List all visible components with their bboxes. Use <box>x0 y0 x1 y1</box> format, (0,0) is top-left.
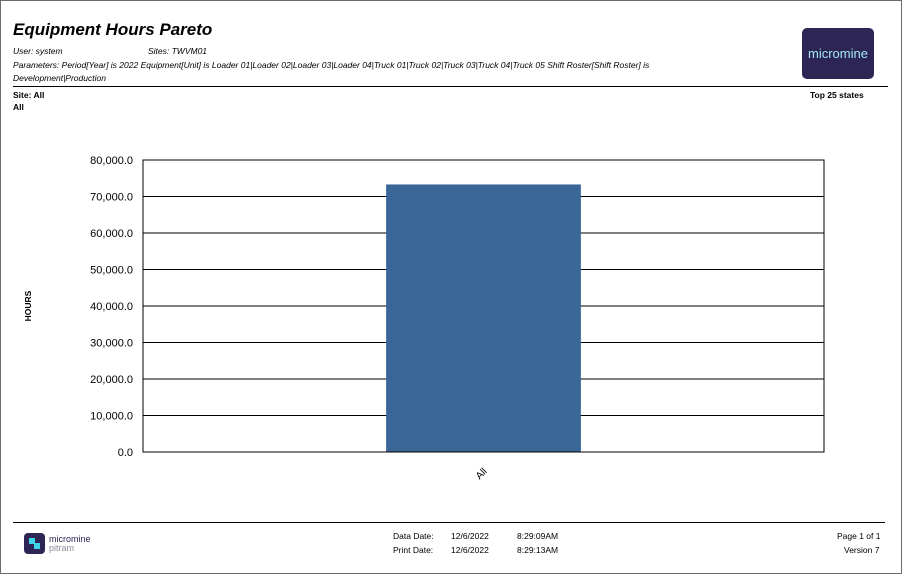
sites-label: Sites: TWVM01 <box>148 46 208 56</box>
data-date-label: Data Date: <box>393 531 434 541</box>
y-tick-labels: 0.0 10,000.0 20,000.0 30,000.0 40,000.0 50,00… <box>90 155 133 459</box>
print-date-label: Print Date: <box>393 545 434 555</box>
y-tick-label: 40,000.0 <box>90 301 133 313</box>
print-date: 12/6/2022 <box>451 545 489 555</box>
data-date: 12/6/2022 <box>451 531 489 541</box>
y-tick-label: 80,000.0 <box>90 155 133 167</box>
parameters-text: Parameters: Period[Year] is 2022 Equipme… <box>13 60 650 83</box>
y-tick-label: 70,000.0 <box>90 192 133 204</box>
hours-bar-chart: 0.0 10,000.0 20,000.0 30,000.0 40,000.0 50,00… <box>23 155 825 482</box>
micromine-logo: micromine <box>802 28 874 79</box>
header-divider <box>13 86 888 87</box>
plot-frame <box>142 159 825 453</box>
logo-text: micromine <box>808 46 868 61</box>
y-tick-label: 20,000.0 <box>90 374 133 386</box>
y-tick-label: 60,000.0 <box>90 228 133 240</box>
y-axis-label: HOURS <box>23 290 33 321</box>
bars <box>386 184 581 452</box>
top-states-label: Top 25 states <box>810 90 864 100</box>
y-tick-label: 0.0 <box>118 447 133 459</box>
bar-all <box>386 184 581 452</box>
y-tick-label: 30,000.0 <box>90 338 133 350</box>
micromine-mark-icon <box>24 533 45 554</box>
site-label: Site: All <box>13 90 45 100</box>
x-tick-label: All <box>474 466 490 482</box>
footer-divider <box>13 522 885 523</box>
y-tick-label: 10,000.0 <box>90 411 133 423</box>
footer-brand-sub: pitram <box>49 542 75 553</box>
version-label: Version 7 <box>844 545 880 555</box>
print-time: 8:29:13AM <box>517 545 559 555</box>
y-tick-label: 50,000.0 <box>90 265 133 277</box>
page-number: Page 1 of 1 <box>837 531 881 541</box>
report-title: Equipment Hours Pareto <box>13 20 213 39</box>
site-value: All <box>13 102 24 112</box>
footer-brand: micromine <box>49 533 91 544</box>
x-tick-labels: All <box>474 466 490 482</box>
footer-logo: micromine pitram <box>24 533 91 554</box>
data-time: 8:29:09AM <box>517 531 559 541</box>
user-label: User: system <box>13 46 63 56</box>
